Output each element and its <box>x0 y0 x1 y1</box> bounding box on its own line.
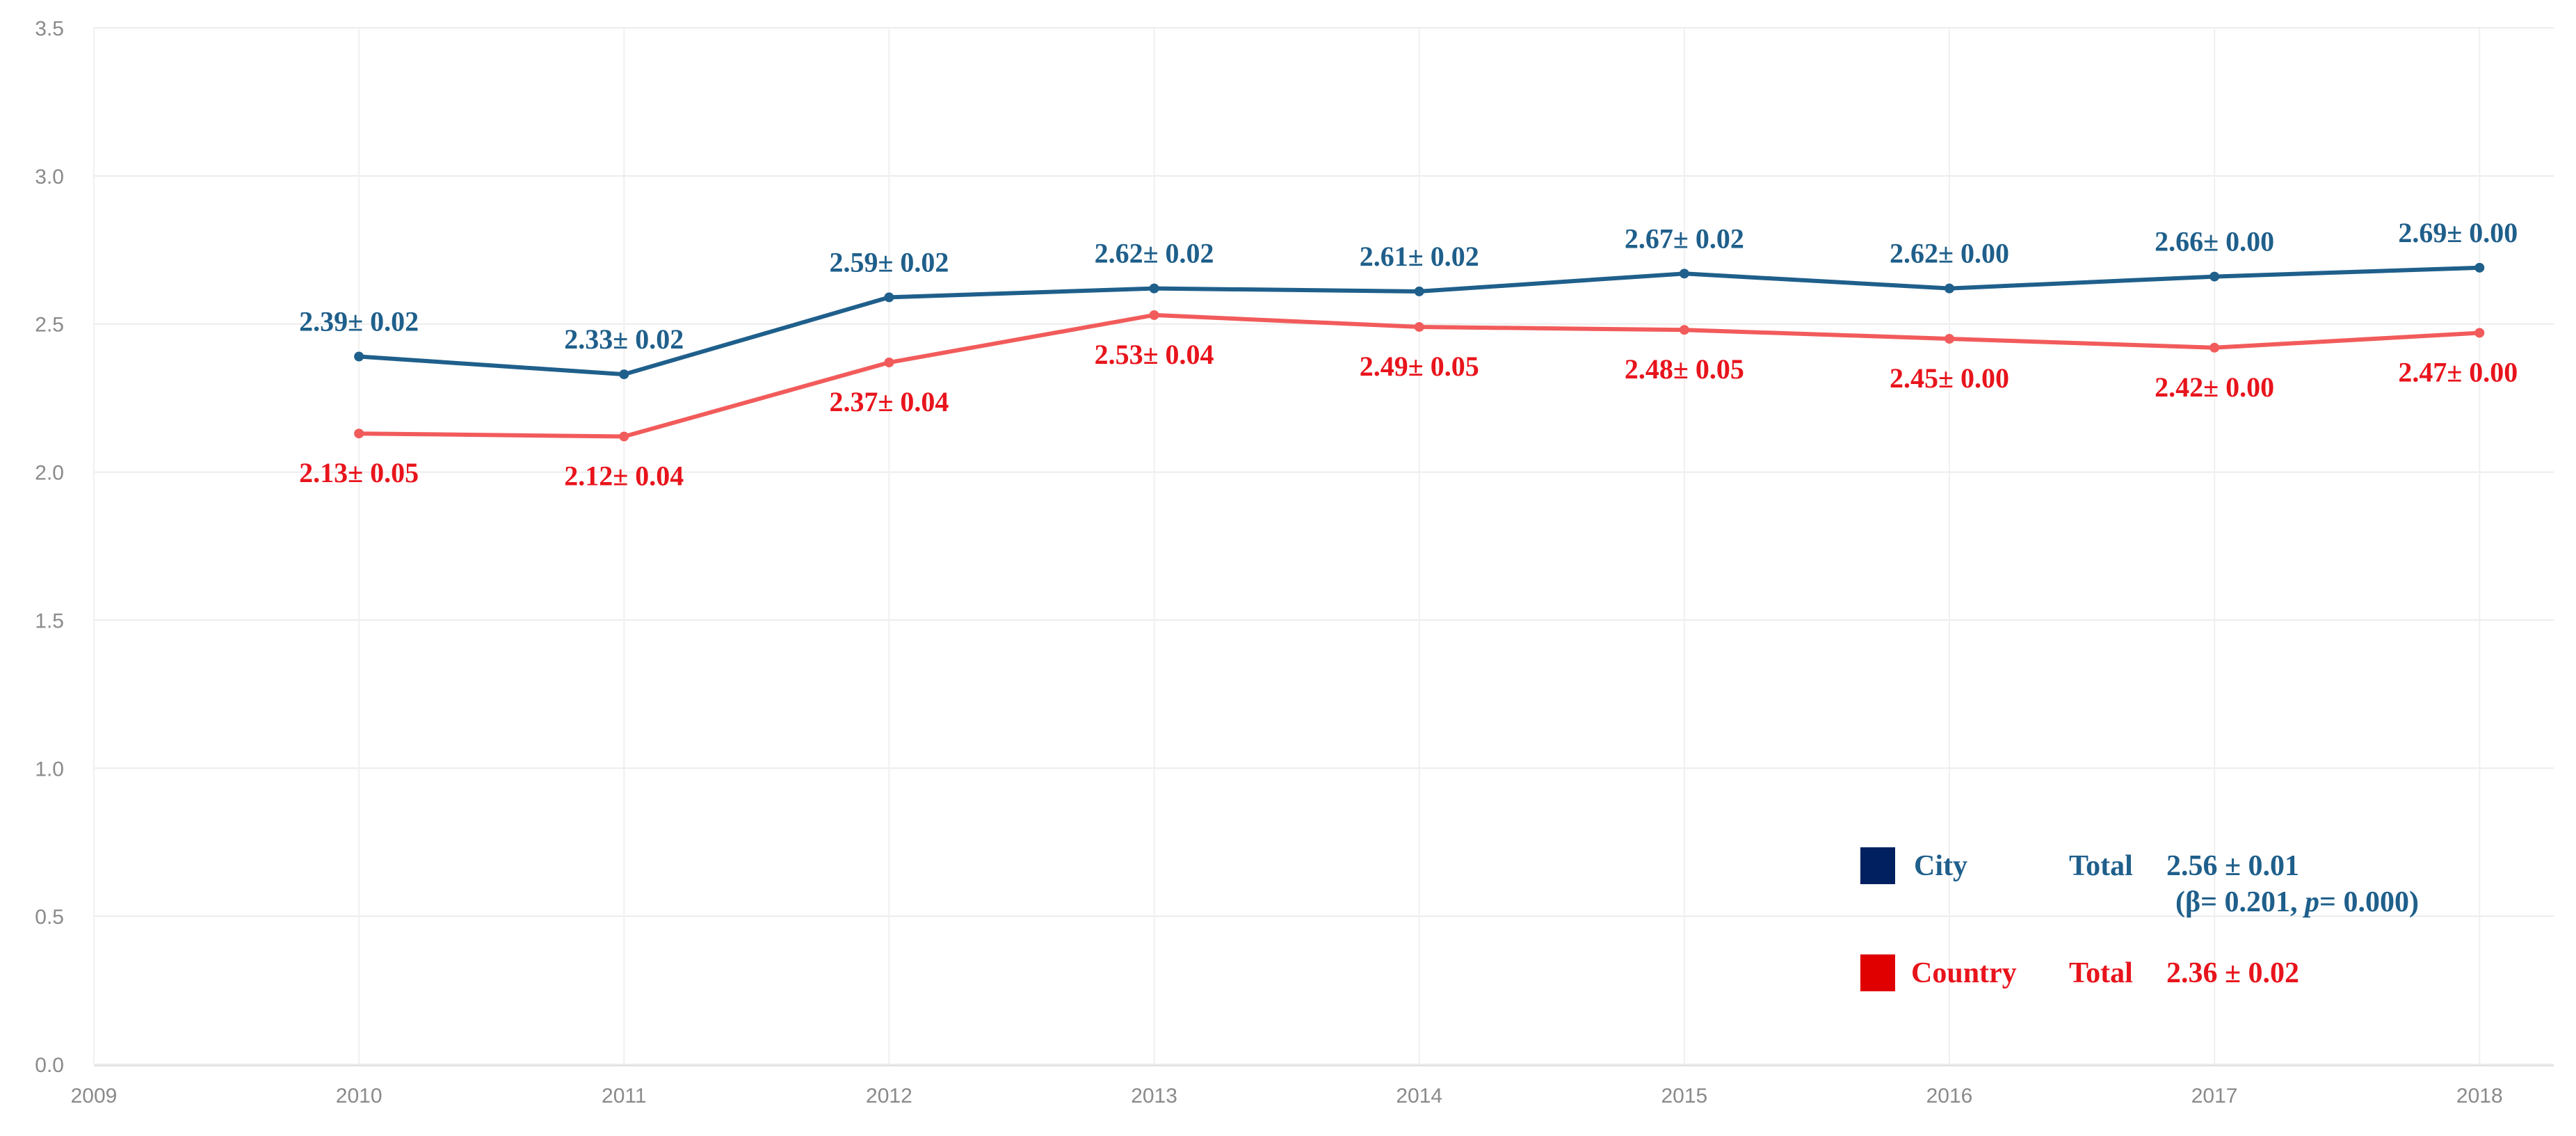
data-label-country: 2.49± 0.05 <box>1360 351 1479 382</box>
data-label-city: 2.69± 0.00 <box>2398 217 2518 248</box>
data-label-country: 2.47± 0.00 <box>2398 356 2518 387</box>
legend-stats-suffix: = 0.000) <box>2319 886 2419 918</box>
data-label-city: 2.33± 0.02 <box>564 323 684 355</box>
data-label-city: 2.67± 0.02 <box>1625 223 1744 254</box>
y-tick-label: 2.0 <box>35 462 64 485</box>
legend-stats-city: (β= 0.201, p= 0.000) <box>2175 886 2419 918</box>
data-point-country <box>2474 328 2485 338</box>
y-axis-ticks: 0.0 0.5 1.0 1.5 2.0 2.5 3.0 3.5 <box>35 17 64 1077</box>
data-label-country: 2.42± 0.00 <box>2155 371 2274 403</box>
data-point-city <box>1944 283 1954 294</box>
x-tick-label: 2015 <box>1661 1085 1707 1107</box>
data-label-country: 2.48± 0.05 <box>1625 353 1744 385</box>
x-tick-label: 2018 <box>2456 1085 2503 1107</box>
x-tick-label: 2017 <box>2191 1085 2238 1107</box>
x-tick-label: 2013 <box>1131 1085 1177 1107</box>
data-label-city: 2.62± 0.02 <box>1095 238 1214 269</box>
legend-swatch-country <box>1860 954 1895 991</box>
data-point-country <box>354 429 364 439</box>
data-label-country: 2.53± 0.04 <box>1095 339 1214 370</box>
x-tick-label: 2014 <box>1396 1085 1442 1107</box>
y-tick-label: 1.0 <box>35 758 64 781</box>
legend-label-country: Country <box>1911 957 2017 989</box>
data-point-city <box>884 292 894 303</box>
data-label-country: 2.45± 0.00 <box>1890 362 2009 394</box>
data-point-city <box>354 351 364 362</box>
x-tick-label: 2011 <box>602 1085 647 1107</box>
y-tick-label: 3.0 <box>35 166 64 189</box>
data-point-country <box>1679 325 1689 335</box>
x-tick-label: 2012 <box>866 1085 912 1107</box>
data-label-city: 2.62± 0.00 <box>1890 238 2009 269</box>
legend-total-value-country: 2.36 ± 0.02 <box>2166 957 2299 989</box>
data-point-city <box>2474 262 2485 273</box>
legend-stats-p: p <box>2303 886 2319 918</box>
data-point-city <box>619 369 629 380</box>
legend-total-label-country: Total <box>2069 957 2133 989</box>
data-labels: 2.39± 0.02 2.33± 0.02 2.59± 0.02 2.62± 0.02… <box>299 217 2518 492</box>
data-label-country: 2.13± 0.05 <box>299 457 419 488</box>
x-tick-label: 2016 <box>1926 1085 1973 1107</box>
data-label-country: 2.37± 0.04 <box>829 386 949 417</box>
x-tick-label: 2009 <box>71 1085 118 1107</box>
legend-label-city: City <box>1914 850 1967 882</box>
legend: City Total 2.56 ± 0.01 (β= 0.201, p= 0.0… <box>1860 847 2419 991</box>
data-point-city <box>1149 283 1159 294</box>
data-label-city: 2.59± 0.02 <box>829 246 949 278</box>
data-point-city <box>1679 269 1689 279</box>
data-label-country: 2.12± 0.04 <box>564 460 684 491</box>
data-label-city: 2.61± 0.02 <box>1360 241 1479 272</box>
legend-swatch-city <box>1860 847 1895 884</box>
data-point-country <box>1149 310 1159 320</box>
data-point-country <box>1944 334 1954 344</box>
data-label-city: 2.66± 0.00 <box>2155 226 2274 257</box>
x-tick-label: 2010 <box>336 1085 383 1107</box>
legend-total-label-city: Total <box>2069 850 2133 882</box>
y-tick-label: 2.5 <box>35 314 64 337</box>
y-tick-label: 3.5 <box>35 17 64 40</box>
legend-stats-prefix: (β= 0.201, <box>2175 886 2305 918</box>
data-point-country <box>2209 342 2220 353</box>
x-axis-ticks: 2009 2010 2011 2012 2013 2014 2015 2016 2017 2018 <box>71 1085 2503 1107</box>
data-point-country <box>1414 321 1424 332</box>
y-tick-label: 1.5 <box>35 609 64 632</box>
legend-total-value-city: 2.56 ± 0.01 <box>2166 850 2299 882</box>
data-label-city: 2.39± 0.02 <box>299 306 419 337</box>
y-tick-label: 0.5 <box>35 906 64 929</box>
data-point-city <box>2209 271 2220 282</box>
data-point-city <box>1414 286 1424 296</box>
series-layer <box>354 262 2485 442</box>
data-point-country <box>619 431 629 442</box>
data-point-country <box>884 358 894 368</box>
y-tick-label: 0.0 <box>35 1054 64 1077</box>
